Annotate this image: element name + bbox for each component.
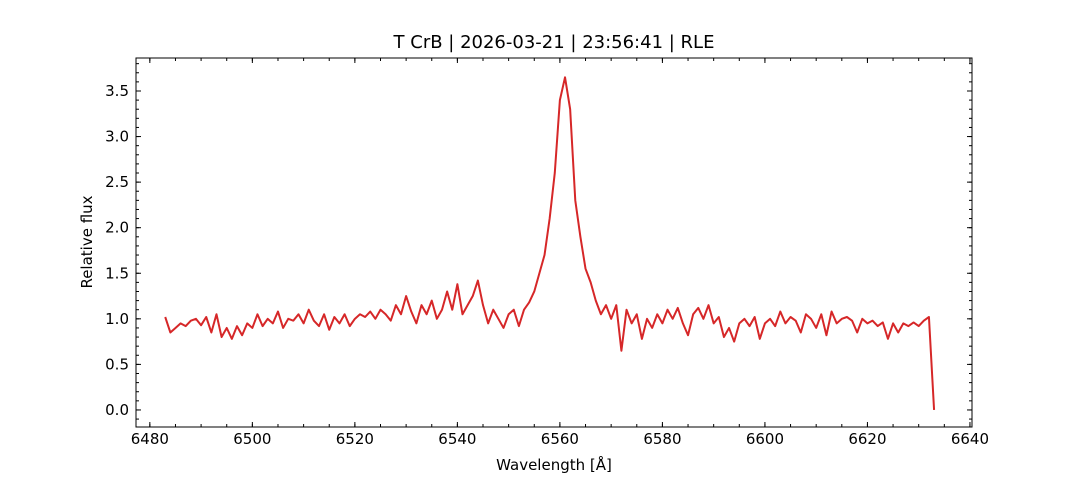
y-tick-label: 3.5 bbox=[105, 82, 129, 100]
y-tick-label: 0.0 bbox=[105, 401, 129, 419]
x-tick-label: 6600 bbox=[746, 430, 784, 448]
y-axis-label: Relative flux bbox=[78, 195, 96, 288]
y-tick-label: 0.5 bbox=[105, 355, 129, 373]
x-tick-label: 6620 bbox=[848, 430, 886, 448]
y-tick-label: 1.0 bbox=[105, 310, 129, 328]
plot-frame bbox=[135, 57, 973, 428]
x-tick-label: 6500 bbox=[233, 430, 271, 448]
x-tick-label: 6580 bbox=[643, 430, 681, 448]
x-tick-label: 6640 bbox=[951, 430, 989, 448]
y-tick-label: 1.5 bbox=[105, 264, 129, 282]
x-axis-label: Wavelength [Å] bbox=[496, 455, 612, 474]
y-tick-label: 3.0 bbox=[105, 128, 129, 146]
x-tick-label: 6520 bbox=[336, 430, 374, 448]
y-tick-label: 2.5 bbox=[105, 173, 129, 191]
y-tick-label: 2.0 bbox=[105, 219, 129, 237]
x-tick-label: 6560 bbox=[541, 430, 579, 448]
chart-title: T CrB | 2026-03-21 | 23:56:41 | RLE bbox=[393, 32, 715, 53]
x-tick-label: 6540 bbox=[438, 430, 476, 448]
x-tick-label: 6480 bbox=[131, 430, 169, 448]
spectrum-line bbox=[164, 76, 936, 411]
